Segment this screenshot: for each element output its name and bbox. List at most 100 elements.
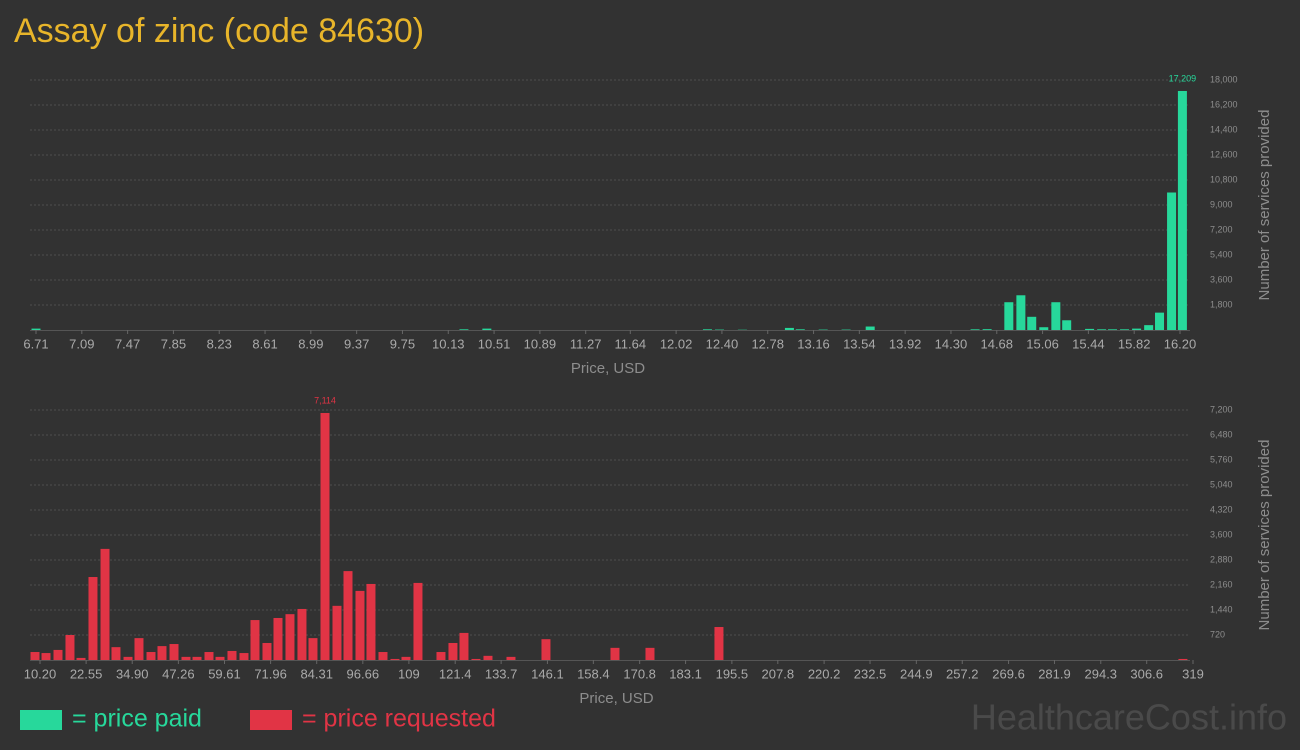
y-tick-label: 3,600	[1210, 274, 1233, 284]
bar	[366, 583, 376, 660]
x-tick-label: 8.99	[298, 336, 323, 351]
x-tick-label: 34.90	[116, 666, 149, 681]
x-tick-label: 9.37	[344, 336, 369, 351]
legend-swatch	[250, 710, 292, 730]
bar	[506, 656, 516, 660]
x-tick-label: 11.64	[615, 336, 647, 351]
bar	[1132, 328, 1142, 330]
y-tick-label: 1,440	[1210, 604, 1233, 614]
x-tick-label: 59.61	[208, 666, 241, 681]
bar	[390, 658, 400, 660]
x-tick-label: 319	[1182, 666, 1204, 681]
bar	[482, 328, 492, 330]
y-tick-label: 3,600	[1210, 529, 1233, 539]
bar	[1107, 329, 1117, 330]
bar	[123, 656, 133, 660]
x-tick-label: 9.75	[390, 336, 415, 351]
bar	[1144, 325, 1154, 330]
y-tick-label: 2,160	[1210, 579, 1233, 589]
y-tick-label: 18,000	[1210, 74, 1238, 84]
bar	[795, 329, 805, 330]
x-tick-label: 10.89	[524, 336, 557, 351]
bar	[401, 656, 411, 660]
x-tick-label: 10.51	[478, 336, 511, 351]
x-tick-label: 16.20	[1164, 336, 1197, 351]
bar	[378, 652, 388, 660]
watermark: HealthcareCost.info	[971, 697, 1287, 738]
x-tick-label: 71.96	[254, 666, 287, 681]
bar	[784, 327, 794, 330]
bar	[157, 646, 167, 660]
bar	[215, 656, 225, 660]
bar	[181, 656, 191, 660]
bar	[192, 656, 202, 660]
bar	[982, 329, 992, 330]
bar	[285, 614, 295, 660]
data-label: 7,114	[314, 395, 336, 405]
y-tick-label: 1,800	[1210, 299, 1233, 309]
bar	[343, 571, 353, 660]
bar	[436, 652, 446, 660]
bar	[273, 617, 283, 660]
bar	[970, 329, 980, 330]
bar	[1027, 316, 1037, 330]
x-tick-label: 232.5	[854, 666, 887, 681]
bar	[111, 647, 121, 660]
x-tick-label: 14.68	[980, 336, 1013, 351]
bar	[204, 652, 214, 660]
bar	[1178, 658, 1188, 660]
bar	[1155, 312, 1165, 330]
x-tick-label: 8.23	[207, 336, 232, 351]
legend-label: = price requested	[302, 705, 496, 733]
x-tick-label: 13.54	[843, 336, 876, 351]
bar	[31, 328, 41, 330]
y-tick-label: 9,000	[1210, 199, 1233, 209]
x-tick-label: 10.13	[432, 336, 465, 351]
legend-swatch	[20, 710, 62, 730]
x-tick-label: 12.40	[706, 336, 739, 351]
x-tick-label: 8.61	[252, 336, 277, 351]
bar	[1039, 327, 1049, 330]
bar	[100, 548, 110, 660]
bar	[250, 620, 260, 660]
bar	[30, 652, 40, 660]
bar	[483, 655, 493, 660]
bar	[1177, 90, 1187, 330]
bar	[355, 590, 365, 660]
x-tick-label: 12.02	[660, 336, 693, 351]
x-tick-label: 306.6	[1130, 666, 1163, 681]
x-tick-label: 7.85	[161, 336, 186, 351]
bar	[320, 412, 330, 660]
bar	[541, 639, 551, 660]
y-tick-label: 5,760	[1210, 454, 1233, 464]
bar	[262, 642, 272, 660]
y-tick-label: 2,880	[1210, 554, 1233, 564]
x-axis-label: Price, USD	[579, 690, 653, 707]
bar	[239, 653, 249, 660]
bar	[227, 650, 237, 660]
bar	[308, 638, 318, 660]
x-tick-label: 244.9	[900, 666, 933, 681]
bar	[471, 658, 481, 660]
bar	[297, 608, 307, 660]
bar	[1016, 295, 1026, 330]
y-tick-label: 5,400	[1210, 249, 1233, 259]
x-tick-label: 14.30	[935, 336, 968, 351]
y-tick-label: 14,400	[1210, 124, 1238, 134]
chart-title: Assay of zinc (code 84630)	[14, 12, 424, 50]
bar	[459, 632, 469, 660]
bar	[134, 638, 144, 660]
bar	[332, 605, 342, 660]
y-tick-label: 12,600	[1210, 149, 1238, 159]
x-tick-label: 10.20	[24, 666, 57, 681]
x-tick-label: 121.4	[439, 666, 472, 681]
bar	[88, 577, 98, 660]
x-tick-label: 158.4	[577, 666, 610, 681]
y-tick-label: 7,200	[1210, 224, 1233, 234]
x-tick-label: 7.47	[115, 336, 140, 351]
bar	[1051, 302, 1061, 330]
y-tick-label: 10,800	[1210, 174, 1238, 184]
x-tick-label: 207.8	[762, 666, 795, 681]
x-tick-label: 13.16	[797, 336, 830, 351]
bar	[1120, 329, 1130, 330]
